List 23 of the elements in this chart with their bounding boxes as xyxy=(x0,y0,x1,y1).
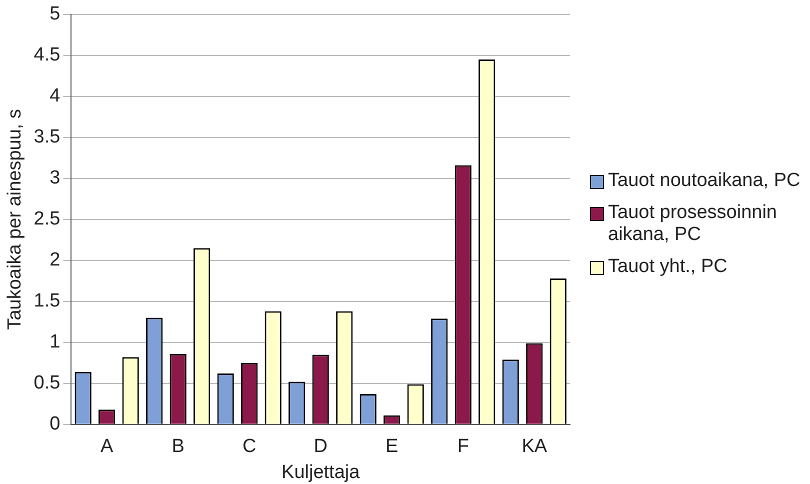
y-tick-label: 3.5 xyxy=(34,126,60,148)
x-tick-label: D xyxy=(314,436,328,458)
y-tick-label: 1.5 xyxy=(34,290,60,312)
y-tick-label: 4 xyxy=(50,86,61,107)
y-tick-label: 0 xyxy=(50,414,60,435)
y-axis-title: Taukoaika per ainespuu, s xyxy=(4,109,26,330)
x-tick-label: E xyxy=(386,436,398,458)
y-tick-label: 1 xyxy=(50,332,60,353)
x-tick-label: C xyxy=(242,436,256,458)
y-tick-label: 5 xyxy=(50,4,60,25)
x-tick-label: F xyxy=(457,436,469,458)
y-tick-label: 2.5 xyxy=(34,208,60,230)
x-axis-title: Kuljettaja xyxy=(282,462,360,483)
y-tick-label: 4.5 xyxy=(34,44,60,66)
legend-label: Tauot yht., PC xyxy=(608,256,728,278)
y-tick-label: 2 xyxy=(50,250,60,271)
y-tick-label: 3 xyxy=(50,168,60,189)
y-tick-label: 0.5 xyxy=(34,372,60,394)
legend-label: Tauot noutoaikana, PC xyxy=(608,170,800,192)
x-tick-label: B xyxy=(172,436,184,458)
x-tick-label: KA xyxy=(522,436,548,458)
legend-label: Tauot prosessoinnin aikana, PC xyxy=(608,202,778,246)
x-tick-label: A xyxy=(100,436,114,458)
